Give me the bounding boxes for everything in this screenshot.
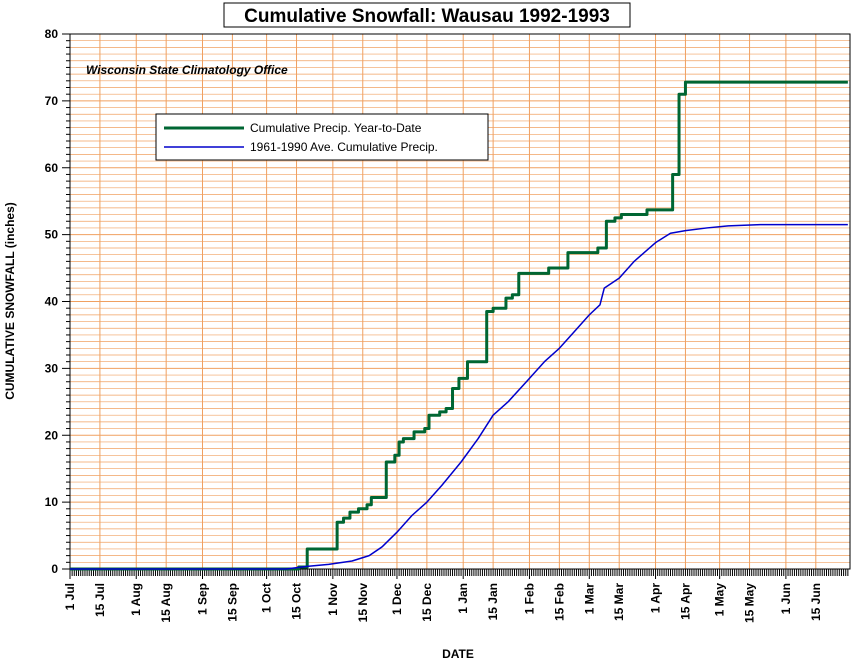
y-tick-label: 0 — [51, 562, 58, 576]
series-lines — [70, 80, 848, 571]
x-tick-label: 15 Jun — [809, 583, 823, 621]
y-tick-label: 30 — [45, 361, 59, 375]
y-tick-label: 70 — [45, 94, 59, 108]
x-tick-label: 1 Sep — [195, 583, 209, 615]
x-tick-label: 1 Apr — [649, 583, 663, 614]
x-tick-label: 15 May — [743, 583, 757, 623]
y-tick-label: 80 — [45, 27, 59, 41]
legend-box — [155, 113, 489, 161]
series-line-1 — [70, 80, 848, 571]
y-axis-tick-labels: 0 10 20 30 40 50 60 70 80 — [45, 27, 59, 576]
x-tick-label: 15 Mar — [612, 583, 626, 621]
y-tick-label: 40 — [45, 295, 59, 309]
legend: Cumulative Precip. Year-to-Date 1961-199… — [155, 113, 489, 161]
x-tick-label: 15 Dec — [420, 583, 434, 622]
x-tick-label: 1 Oct — [260, 583, 274, 613]
y-tick-label: 20 — [45, 428, 59, 442]
x-tick-label: 1 May — [713, 583, 727, 617]
x-tick-label: 15 Jan — [486, 583, 500, 620]
x-axis-label: DATE — [442, 647, 474, 661]
chart-subtitle: Wisconsin State Climatology Office — [86, 63, 288, 77]
chart-title: Cumulative Snowfall: Wausau 1992-1993 — [244, 6, 610, 27]
x-tick-label: 1 Jul — [63, 583, 77, 610]
x-tick-label: 1 Feb — [522, 583, 536, 614]
x-tick-label: 1 Jan — [456, 583, 470, 614]
x-tick-label: 1 Dec — [390, 583, 404, 615]
x-tick-label: 1 Nov — [326, 583, 340, 616]
legend-label-series-1: Cumulative Precip. Year-to-Date — [250, 121, 422, 135]
y-tick-label: 50 — [45, 228, 59, 242]
x-tick-label: 15 Apr — [678, 583, 692, 620]
x-tick-label: 1 Mar — [582, 583, 596, 615]
y-axis-ticks — [62, 33, 70, 570]
x-tick-label: 15 Aug — [159, 583, 173, 623]
x-tick-label: 15 Oct — [290, 583, 304, 620]
x-tick-label: 15 Jul — [93, 583, 107, 617]
x-tick-label: 15 Nov — [356, 583, 370, 623]
y-axis-label: CUMULATIVE SNOWFALL (inches) — [3, 202, 17, 400]
x-tick-label: 15 Sep — [225, 583, 239, 622]
x-tick-label: 1 Aug — [129, 583, 143, 616]
y-tick-label: 10 — [45, 495, 59, 509]
x-tick-label: 1 Jun — [779, 583, 793, 614]
series-line-2 — [70, 223, 848, 570]
legend-label-series-2: 1961-1990 Ave. Cumulative Precip. — [250, 140, 438, 154]
x-tick-label: 15 Feb — [552, 583, 566, 621]
title-box — [223, 2, 631, 28]
y-tick-label: 60 — [45, 161, 59, 175]
x-axis-tick-labels: 1 Jul 15 Jul 1 Aug 15 Aug 1 Sep 15 Sep 1 Oct 15… — [63, 583, 823, 623]
